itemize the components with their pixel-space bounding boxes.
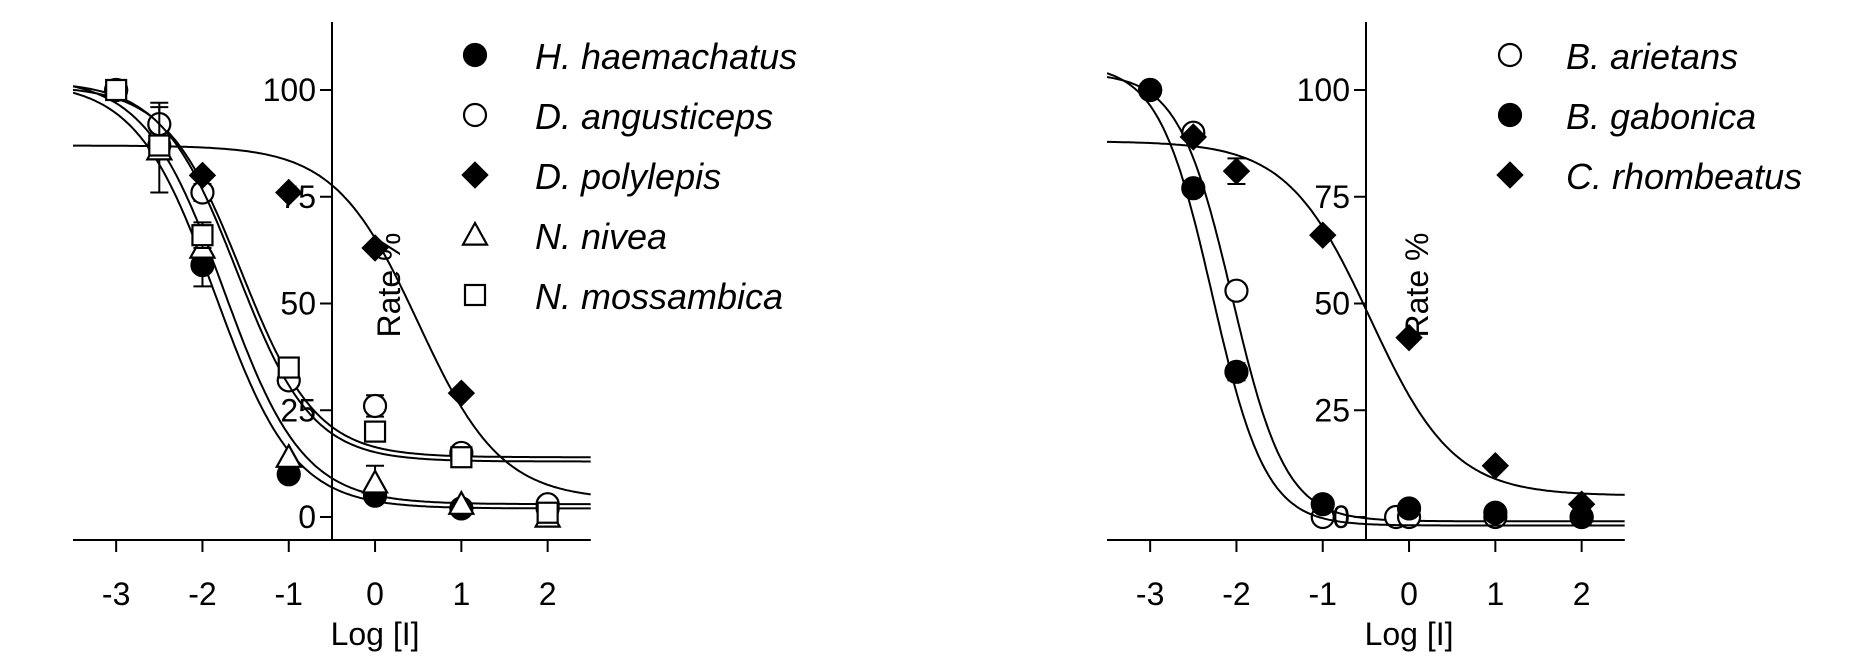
legend-marker [1497,102,1523,128]
data-point [105,78,128,102]
y-tick-label: 100 [1297,72,1350,108]
legend-label: B. gabonica [1566,96,1756,137]
data-point [361,468,389,494]
legend-label: D. polylepis [535,156,721,197]
data-point [362,393,388,419]
series-3 [1107,123,1625,518]
y-tick-label: 100 [263,72,316,108]
series-5 [73,78,591,524]
y-tick-label: 50 [280,286,316,322]
legend-label: H. haemachatus [535,36,797,77]
x-tick-label: 1 [452,576,470,612]
data-point [1224,278,1249,303]
data-point [1309,221,1337,249]
data-point [1483,500,1508,525]
data-point [148,134,171,157]
y-tick-label: 25 [280,392,316,428]
x-axis-title: Log [I] [1365,616,1454,652]
legend-label: C. rhombeatus [1566,156,1802,197]
legend-marker [1497,42,1523,68]
x-tick-label: 0 [366,576,384,612]
data-point [1567,490,1596,518]
x-axis-title: Log [I] [331,616,420,652]
chart-panel-2: -3 -2 -1 0 1 2 Log [I] 0 25 50 75 100 Rate % B. ariet… [1107,22,1802,652]
data-point [1179,123,1208,151]
y-tick-label: 0 [298,499,316,535]
data-point [1310,492,1335,517]
legend-marker [461,161,489,189]
data-point [191,224,214,247]
y-tick-label: 0 [1332,499,1350,535]
legend-label: N. mossambica [535,276,783,317]
data-point [274,442,303,468]
x-tick-label: -2 [188,576,216,612]
y-tick-label: 50 [1314,286,1350,322]
legend-marker [462,102,488,128]
fit-curve [1107,72,1625,527]
y-tick-label: 75 [1314,179,1350,215]
data-point [363,420,387,443]
data-point [1138,77,1163,103]
data-point [277,356,300,379]
y-axis-title: Rate % [1399,233,1435,338]
data-point [275,178,303,207]
data-point [1181,176,1206,201]
legend-marker [462,42,488,68]
fit-curve [1107,76,1625,523]
data-point [1481,452,1510,480]
legend-marker [461,220,489,246]
x-tick-label: 2 [539,576,557,612]
x-tick-label: -3 [102,576,130,612]
data-point [447,379,476,407]
x-tick-label: 0 [1400,576,1418,612]
legend-marker [463,283,487,307]
x-tick-label: -2 [1222,576,1250,612]
legend-label: D. angusticeps [535,96,773,137]
legend-label: N. nivea [535,216,667,257]
x-tick-label: -3 [1136,576,1164,612]
data-point [1396,496,1422,521]
data-point [361,234,389,262]
y-tick-label: 25 [1314,392,1350,428]
legend-label: B. arietans [1566,36,1738,77]
data-point [450,446,473,469]
x-tick-label: 1 [1486,576,1504,612]
data-point [1224,359,1249,384]
x-tick-label: 2 [1573,576,1591,612]
data-point [1395,323,1423,352]
legend-marker [1496,161,1524,189]
x-tick-label: -1 [1309,576,1337,612]
series-2 [1107,72,1625,530]
data-point [1222,157,1251,185]
fit-curve [73,85,591,463]
x-tick-label: -1 [275,576,303,612]
data-point [536,501,559,524]
data-point [447,489,476,515]
